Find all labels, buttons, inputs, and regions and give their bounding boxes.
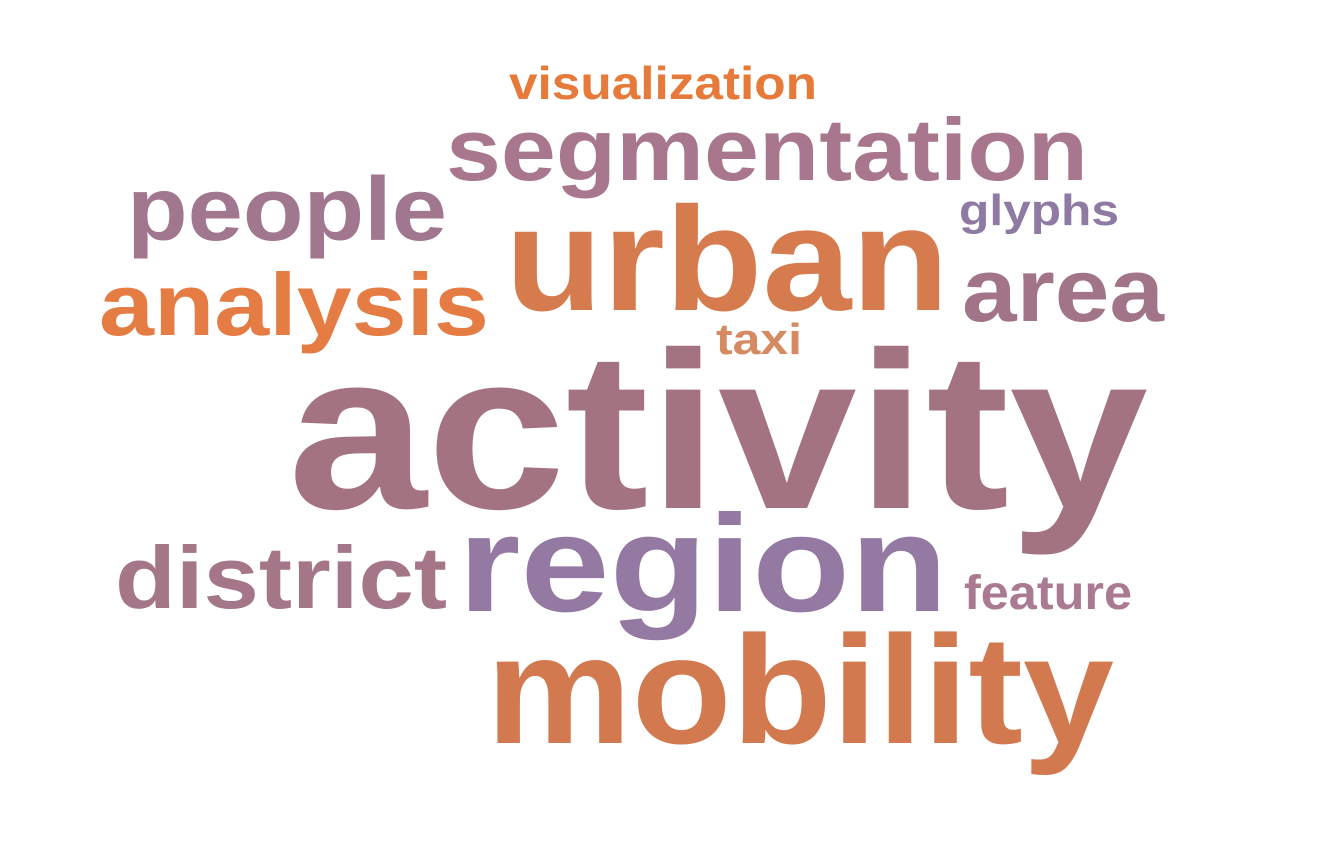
word-activity: activity — [288, 306, 1148, 556]
word-glyphs: glyphs — [959, 186, 1119, 235]
word-district: district — [115, 528, 447, 627]
word-urban: urban — [505, 177, 949, 342]
word-area: area — [962, 241, 1165, 341]
word-region: region — [458, 487, 948, 641]
word-mobility: mobility — [486, 604, 1114, 776]
word-analysis: analysis — [99, 255, 489, 354]
word-visualization: visualization — [509, 57, 817, 109]
word-feature: feature — [964, 567, 1132, 620]
word-taxi: taxi — [716, 315, 802, 364]
word-segmentation: segmentation — [446, 100, 1088, 199]
word-people: people — [127, 160, 447, 260]
